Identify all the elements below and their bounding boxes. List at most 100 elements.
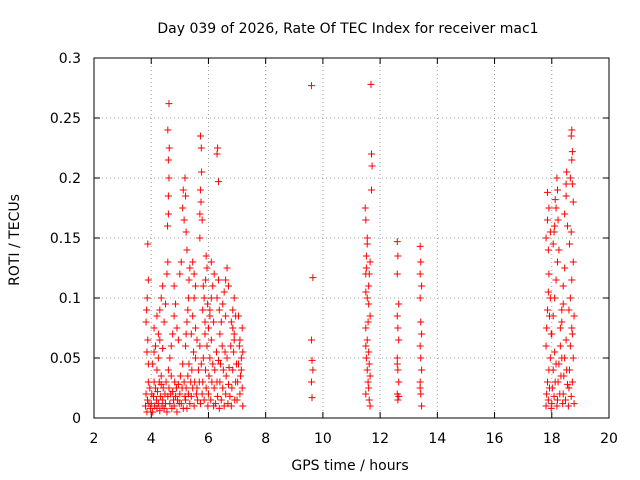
data-point bbox=[361, 204, 369, 212]
data-point bbox=[150, 324, 158, 332]
data-point bbox=[169, 330, 177, 338]
data-point bbox=[205, 372, 213, 380]
data-point bbox=[166, 400, 174, 408]
data-point bbox=[193, 384, 201, 392]
data-point bbox=[393, 312, 401, 320]
data-point bbox=[418, 282, 426, 290]
data-point bbox=[545, 270, 553, 278]
data-point bbox=[568, 148, 576, 156]
data-point bbox=[198, 168, 206, 176]
data-point bbox=[165, 384, 173, 392]
y-tick-label: 0.1 bbox=[59, 291, 81, 307]
data-point bbox=[200, 396, 208, 404]
data-point bbox=[144, 396, 152, 404]
data-point bbox=[559, 282, 567, 290]
data-point bbox=[190, 294, 198, 302]
data-point bbox=[176, 270, 184, 278]
data-point bbox=[183, 318, 191, 326]
data-point bbox=[196, 132, 204, 140]
data-point bbox=[162, 378, 170, 386]
data-point bbox=[203, 342, 211, 350]
data-point bbox=[365, 360, 373, 368]
data-point bbox=[238, 384, 246, 392]
data-point bbox=[362, 216, 370, 224]
data-point bbox=[565, 306, 573, 314]
data-point bbox=[417, 390, 425, 398]
data-points bbox=[142, 80, 578, 416]
data-point bbox=[227, 318, 235, 326]
data-point bbox=[307, 378, 315, 386]
x-tick-label: 20 bbox=[600, 431, 618, 447]
data-point bbox=[199, 306, 207, 314]
data-point bbox=[172, 300, 180, 308]
data-point bbox=[238, 324, 246, 332]
data-point bbox=[220, 402, 228, 410]
data-point bbox=[362, 324, 370, 332]
data-point bbox=[146, 404, 154, 412]
data-point bbox=[239, 348, 247, 356]
data-point bbox=[230, 294, 238, 302]
data-point bbox=[568, 180, 576, 188]
data-point bbox=[566, 294, 574, 302]
data-point bbox=[176, 372, 184, 380]
data-point bbox=[393, 238, 401, 246]
data-point bbox=[153, 366, 161, 374]
data-point bbox=[164, 210, 172, 218]
data-point bbox=[554, 396, 561, 404]
data-point bbox=[203, 264, 211, 272]
data-point bbox=[150, 392, 158, 400]
data-point bbox=[206, 354, 214, 362]
data-point bbox=[416, 270, 424, 278]
data-point bbox=[211, 366, 219, 374]
data-point bbox=[547, 404, 555, 412]
data-point bbox=[230, 348, 238, 356]
data-point bbox=[212, 400, 220, 408]
data-point bbox=[223, 354, 231, 362]
data-point bbox=[190, 348, 198, 356]
data-point bbox=[367, 80, 375, 88]
data-point bbox=[551, 222, 559, 230]
data-point bbox=[143, 306, 151, 314]
data-point bbox=[212, 348, 220, 356]
data-point bbox=[416, 242, 424, 250]
data-point bbox=[176, 390, 184, 398]
data-point bbox=[363, 294, 371, 302]
data-point bbox=[150, 348, 158, 356]
data-point bbox=[561, 210, 569, 218]
data-point bbox=[307, 336, 315, 344]
data-point bbox=[236, 372, 244, 380]
data-point bbox=[366, 258, 374, 266]
data-point bbox=[239, 402, 247, 410]
data-point bbox=[365, 384, 373, 392]
data-point bbox=[156, 306, 164, 314]
data-point bbox=[568, 378, 576, 386]
data-point bbox=[164, 366, 172, 374]
data-point bbox=[229, 306, 237, 314]
data-point bbox=[177, 258, 185, 266]
data-point bbox=[163, 408, 171, 416]
data-point bbox=[196, 342, 204, 350]
data-point bbox=[368, 150, 376, 158]
data-point bbox=[164, 192, 172, 200]
data-point bbox=[542, 342, 550, 350]
data-point bbox=[234, 312, 242, 320]
data-point bbox=[224, 282, 232, 290]
data-point bbox=[416, 342, 424, 350]
data-point bbox=[165, 144, 173, 152]
data-point bbox=[215, 404, 223, 412]
data-point bbox=[221, 348, 229, 356]
data-point bbox=[196, 234, 204, 242]
data-point bbox=[558, 306, 566, 314]
data-point bbox=[554, 258, 561, 266]
data-point bbox=[206, 306, 214, 314]
data-point bbox=[214, 276, 222, 284]
data-point bbox=[186, 400, 194, 408]
data-point bbox=[173, 408, 181, 416]
data-point bbox=[395, 336, 403, 344]
data-point bbox=[182, 228, 190, 236]
data-point bbox=[217, 318, 225, 326]
data-point bbox=[196, 400, 204, 408]
data-point bbox=[554, 216, 562, 224]
data-point bbox=[549, 240, 557, 248]
